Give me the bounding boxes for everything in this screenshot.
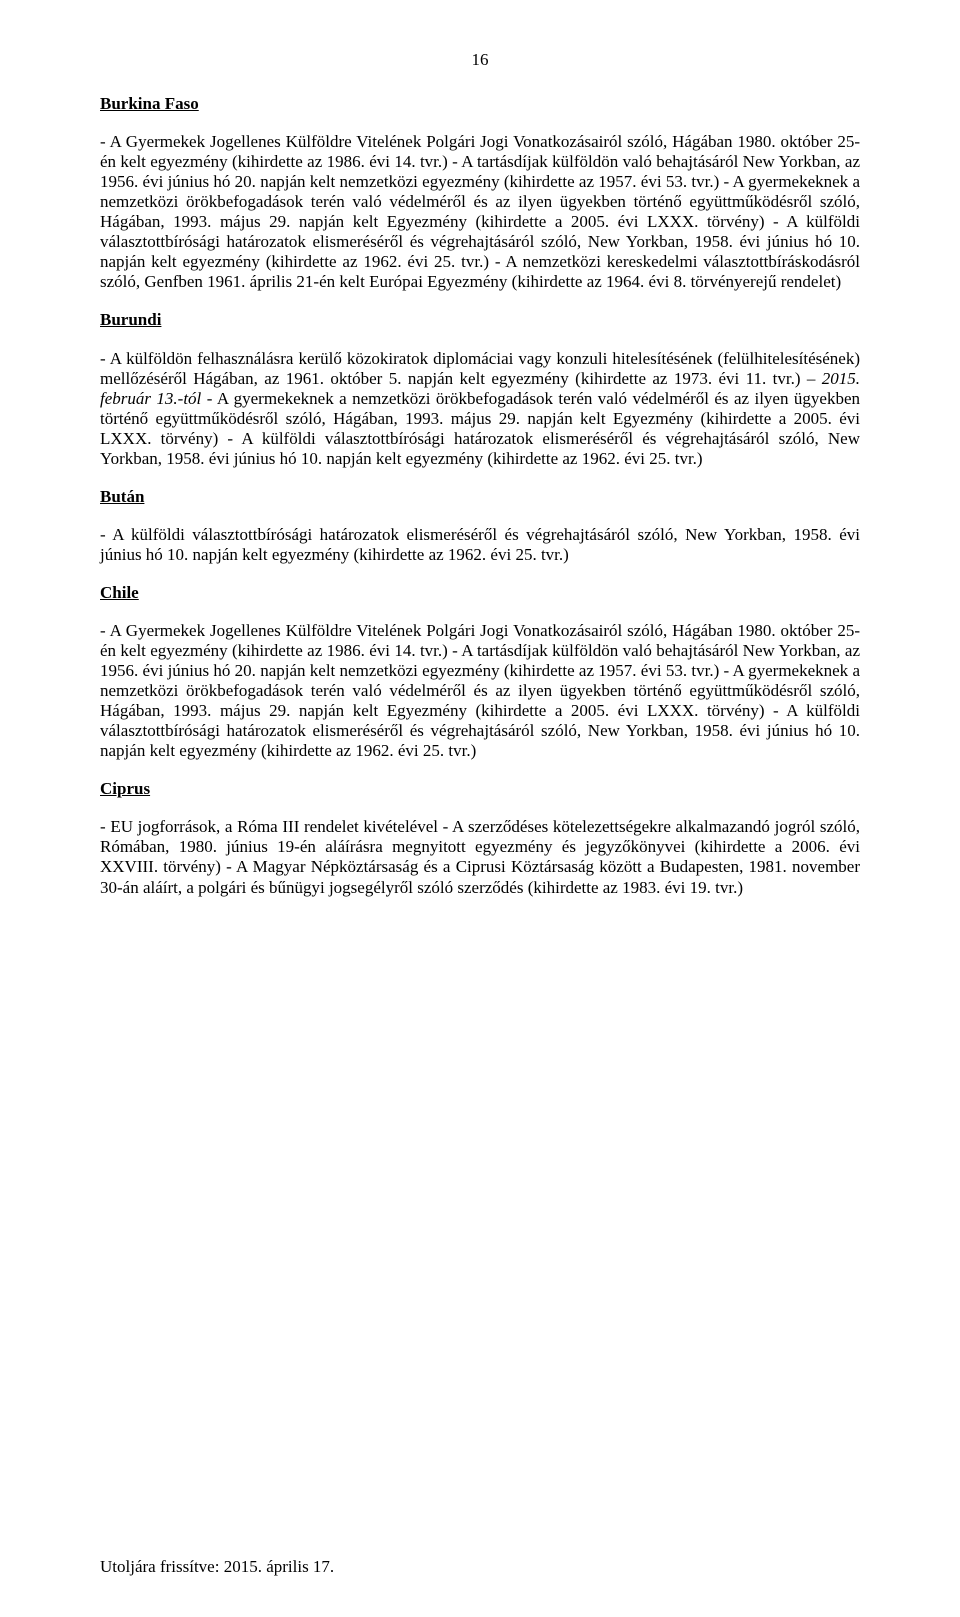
document-page: 16 Burkina Faso - A Gyermekek Jogellenes… [0, 0, 960, 1617]
body-burundi: - A külföldön felhasználásra kerülő közo… [100, 349, 860, 469]
footer-updated: Utoljára frissítve: 2015. április 17. [100, 1557, 334, 1577]
body-burkina-faso: - A Gyermekek Jogellenes Külföldre Vitel… [100, 132, 860, 292]
body-ciprus: - EU jogforrások, a Róma III rendelet ki… [100, 817, 860, 897]
heading-ciprus: Ciprus [100, 779, 860, 799]
heading-burundi: Burundi [100, 310, 860, 330]
body-burundi-pre: - A külföldön felhasználásra kerülő közo… [100, 349, 860, 388]
body-butan: - A külföldi választottbírósági határoza… [100, 525, 860, 565]
body-chile: - A Gyermekek Jogellenes Külföldre Vitel… [100, 621, 860, 761]
heading-butan: Bután [100, 487, 860, 507]
body-burundi-post: - A gyermekeknek a nemzetközi örökbefoga… [100, 389, 860, 468]
page-number: 16 [100, 50, 860, 70]
heading-chile: Chile [100, 583, 860, 603]
heading-burkina-faso: Burkina Faso [100, 94, 860, 114]
